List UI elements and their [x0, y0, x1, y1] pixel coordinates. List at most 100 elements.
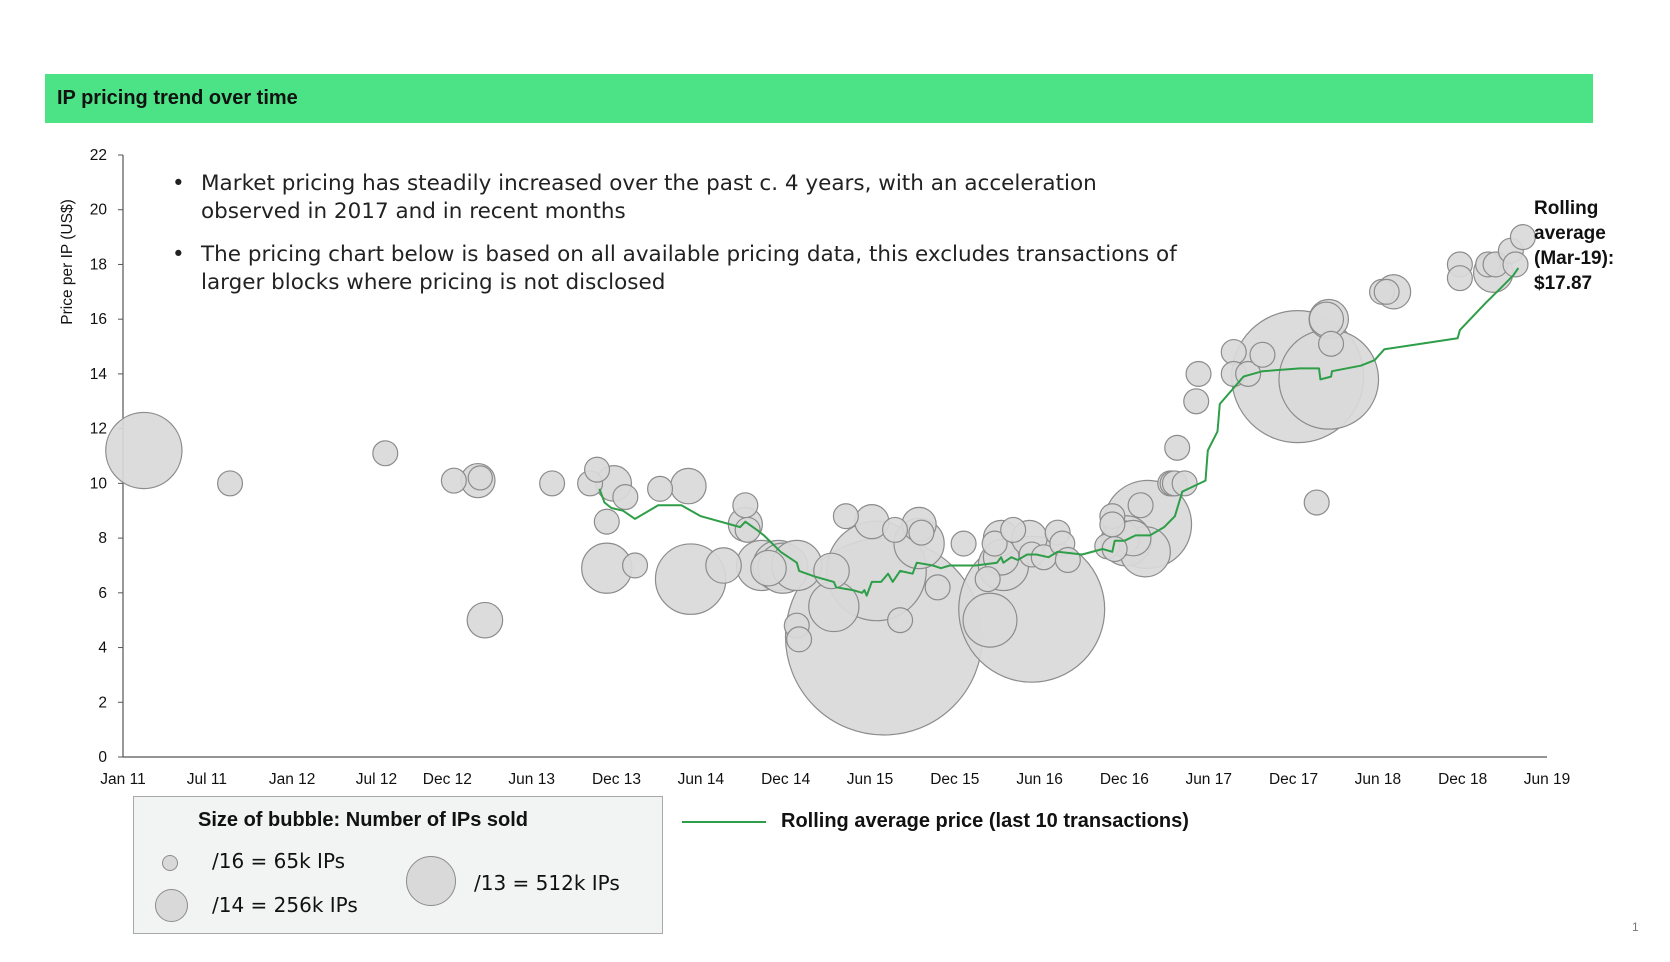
- transaction-bubble: [1446, 265, 1473, 292]
- legend-label-large: /13 = 512k IPs: [474, 871, 620, 895]
- x-tick-label: Jan 12: [269, 771, 316, 788]
- transaction-bubble: [1171, 470, 1198, 497]
- x-tick-label: Jun 15: [847, 771, 894, 788]
- transaction-bubble: [372, 440, 399, 467]
- transaction-bubble: [1249, 341, 1276, 368]
- transaction-bubble: [440, 467, 467, 494]
- bullet-icon: •: [172, 171, 185, 196]
- legend-bubble-large-icon: [406, 856, 456, 906]
- transaction-bubble: [539, 470, 566, 497]
- transaction-bubble: [1099, 511, 1126, 538]
- y-tick-label: 14: [90, 366, 108, 383]
- y-tick-label: 2: [98, 694, 107, 711]
- note-item: • Market pricing has steadily increased …: [168, 170, 1178, 226]
- transaction-bubble: [216, 470, 244, 497]
- rolling-average-line-layer: [598, 267, 1520, 597]
- transaction-bubble: [622, 552, 649, 579]
- transaction-bubble: [466, 601, 504, 639]
- transaction-bubbles: [105, 224, 1536, 736]
- transaction-bubble: [1318, 330, 1345, 357]
- legend-label-small: /16 = 65k IPs: [212, 849, 346, 873]
- x-tick-label: Jun 16: [1016, 771, 1063, 788]
- x-tick-label: Jun 14: [678, 771, 725, 788]
- transaction-bubble: [1373, 278, 1400, 305]
- y-tick-label: 4: [98, 640, 107, 657]
- transaction-bubble: [908, 519, 935, 546]
- x-tick-label: Jul 12: [356, 771, 397, 788]
- transaction-bubble: [832, 503, 859, 530]
- y-tick-label: 10: [90, 475, 108, 492]
- transaction-bubble: [1127, 492, 1154, 519]
- x-tick-label: Dec 14: [761, 771, 810, 788]
- y-tick-label: 22: [90, 147, 107, 164]
- header-banner: IP pricing trend over time: [45, 74, 1593, 123]
- key-notes: • Market pricing has steadily increased …: [168, 170, 1178, 312]
- x-tick-label: Dec 15: [930, 771, 979, 788]
- y-tick-label: 16: [90, 311, 107, 328]
- x-tick-label: Jun 19: [1524, 771, 1571, 788]
- transaction-bubble: [1308, 301, 1345, 337]
- x-tick-label: Jun 18: [1355, 771, 1402, 788]
- transaction-bubble: [786, 626, 813, 653]
- legend-bubble-medium-icon: [155, 889, 188, 922]
- legend-bubble-small-icon: [162, 855, 178, 871]
- transaction-bubble: [1303, 489, 1330, 516]
- rolling-average-callout: Rolling average (Mar-19): $17.87: [1534, 196, 1654, 296]
- transaction-bubble: [669, 467, 707, 505]
- transaction-bubble: [1164, 434, 1191, 461]
- transaction-bubble: [612, 484, 639, 511]
- x-tick-label: Jun 17: [1185, 771, 1232, 788]
- line-legend-swatch: [682, 821, 766, 823]
- x-tick-label: Jun 13: [508, 771, 555, 788]
- callout-value: $17.87: [1534, 273, 1593, 294]
- transaction-bubble: [981, 530, 1008, 557]
- x-tick-label: Dec 16: [1100, 771, 1149, 788]
- transaction-bubble: [105, 411, 183, 490]
- y-tick-label: 20: [90, 202, 108, 219]
- legend-label-medium: /14 = 256k IPs: [212, 893, 358, 917]
- bubble-size-legend: Size of bubble: Number of IPs sold /16 =…: [133, 796, 663, 934]
- y-tick-label: 12: [90, 421, 107, 438]
- transaction-bubble: [647, 475, 674, 502]
- bullet-icon: •: [172, 242, 185, 267]
- x-tick-label: Dec 12: [423, 771, 472, 788]
- callout-line: average: [1534, 223, 1606, 244]
- x-tick-label: Dec 18: [1438, 771, 1487, 788]
- y-tick-label: 8: [98, 530, 107, 547]
- transaction-bubble: [1183, 388, 1210, 415]
- x-tick-label: Dec 17: [1269, 771, 1318, 788]
- transaction-bubble: [887, 607, 914, 634]
- y-tick-label: 6: [98, 585, 107, 602]
- note-text: The pricing chart below is based on all …: [201, 242, 1177, 295]
- transaction-bubble: [1235, 360, 1262, 387]
- line-legend-label: Rolling average price (last 10 transacti…: [781, 810, 1189, 832]
- y-tick-label: 0: [98, 749, 107, 766]
- legend-title: Size of bubble: Number of IPs sold: [198, 809, 529, 831]
- transaction-bubble: [1509, 224, 1536, 251]
- transaction-bubble: [750, 549, 787, 587]
- note-item: • The pricing chart below is based on al…: [168, 241, 1178, 297]
- page-number: 1: [1632, 920, 1639, 934]
- page-title: IP pricing trend over time: [57, 87, 298, 109]
- transaction-bubble: [962, 592, 1018, 648]
- transaction-bubble: [734, 516, 761, 543]
- transaction-bubble: [584, 456, 611, 483]
- transaction-bubble: [732, 492, 759, 519]
- transaction-bubble: [813, 552, 850, 590]
- x-tick-label: Dec 13: [592, 771, 641, 788]
- x-tick-label: Jul 11: [187, 771, 227, 788]
- callout-line: (Mar-19):: [1534, 248, 1615, 269]
- x-tick-label: Jan 11: [100, 771, 145, 788]
- transaction-bubble: [467, 465, 493, 491]
- transaction-bubble: [1220, 338, 1247, 366]
- callout-line: Rolling: [1534, 198, 1599, 219]
- y-tick-label: 18: [90, 256, 107, 273]
- transaction-bubble: [924, 574, 951, 601]
- transaction-bubble: [974, 566, 1001, 593]
- transaction-bubble: [881, 516, 909, 543]
- transaction-bubble: [1185, 360, 1212, 387]
- transaction-bubble: [950, 530, 977, 557]
- note-text: Market pricing has steadily increased ov…: [201, 171, 1097, 224]
- transaction-bubble: [593, 508, 620, 535]
